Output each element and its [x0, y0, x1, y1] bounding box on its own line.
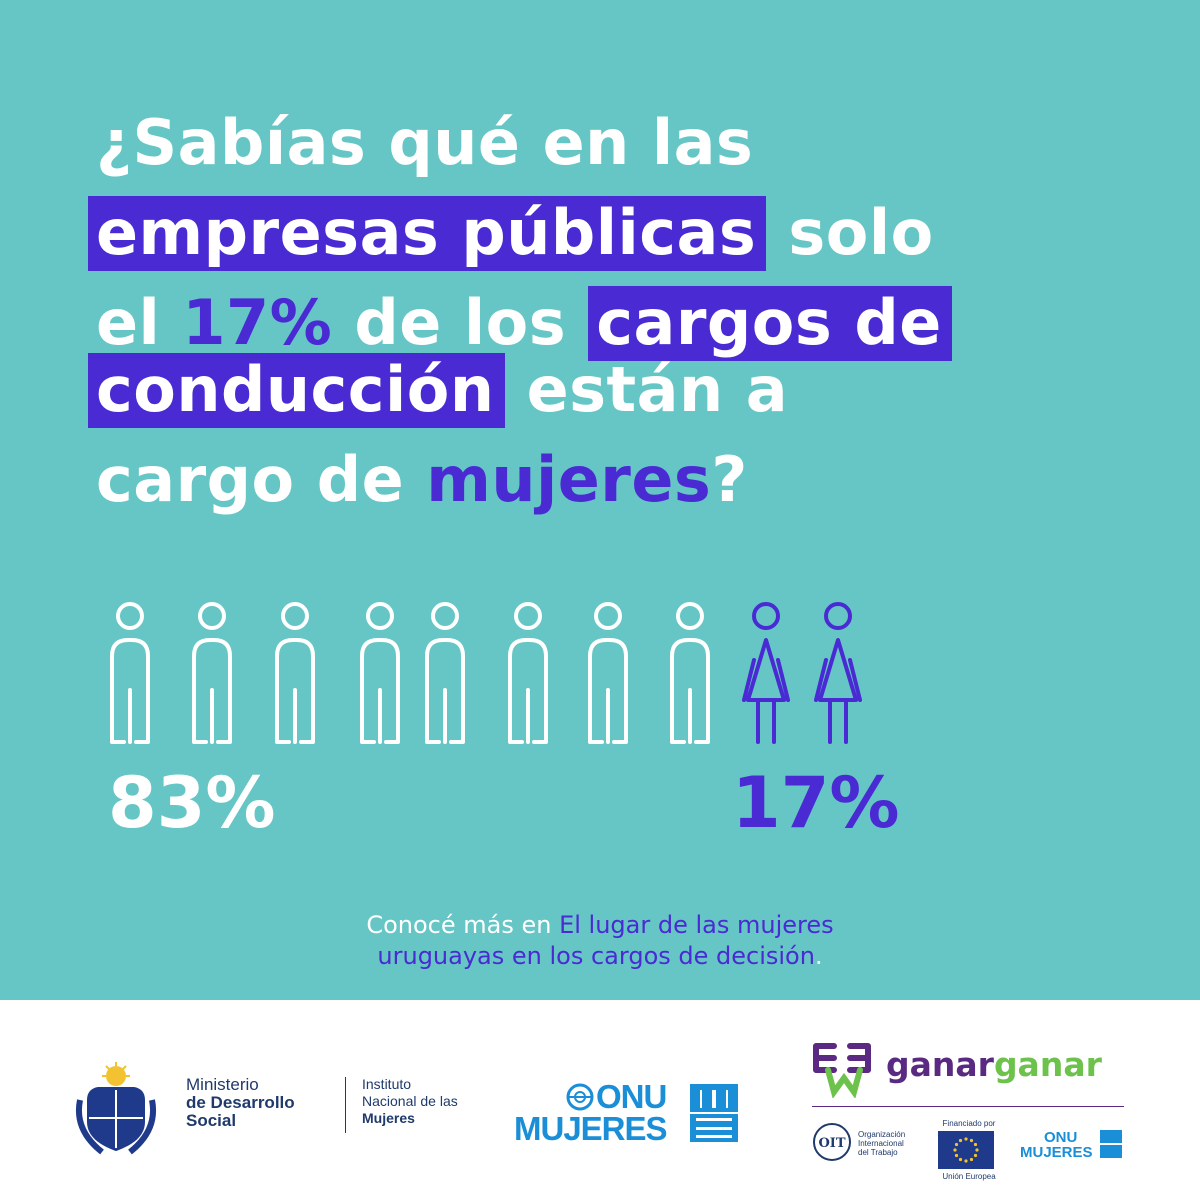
ganarganar-wordmark: ganarganar — [886, 1045, 1102, 1085]
accent-mujeres: mujeres — [426, 443, 712, 516]
people-pictogram — [110, 602, 862, 744]
ganarganar-symbol-icon — [813, 1043, 871, 1098]
headline-text: solo — [766, 196, 934, 269]
man-icon — [275, 602, 315, 744]
logo-divider — [345, 1077, 346, 1133]
footer-logos-bar — [0, 1000, 1200, 1200]
inmujeres-line-1: Instituto — [362, 1076, 412, 1092]
eu-flag-icon — [938, 1131, 994, 1169]
headline-text: ? — [711, 443, 748, 516]
man-icon — [110, 602, 150, 744]
onu-mujeres-symbol-icon — [690, 1084, 738, 1142]
eu-star-icon — [954, 1142, 959, 1147]
eu-star-icon — [953, 1148, 957, 1152]
man-icon — [508, 602, 548, 744]
eu-star-icon — [973, 1153, 978, 1158]
woman-icon — [742, 602, 790, 744]
eu-star-icon — [964, 1159, 968, 1163]
headline-text: están a — [504, 353, 789, 426]
headline-line-1: ¿Sabías qué en las — [96, 112, 753, 174]
oit-line-2: Internacional — [858, 1139, 904, 1148]
ganar-first: ganar — [886, 1045, 994, 1084]
svg-text:OIT: OIT — [818, 1136, 845, 1151]
un-emblem-icon — [566, 1083, 594, 1111]
eu-star-icon — [964, 1137, 968, 1141]
mides-name: Ministerio de Desarrollo Social — [186, 1076, 295, 1130]
ganar-second: ganar — [993, 1045, 1102, 1084]
man-icon — [588, 602, 628, 744]
more-info-suffix: . — [814, 942, 823, 970]
highlight-conduccion: conducción — [88, 353, 505, 428]
headline-line-4: conducción están a — [88, 353, 788, 428]
eu-bottom-text: Unión Europea — [942, 1172, 996, 1181]
more-info-text: Conocé más en El lugar de las mujeres ur… — [250, 910, 950, 972]
mujeres-text: MUJERES — [514, 1110, 668, 1147]
headline-line-2: empresas públicas solo — [88, 196, 934, 271]
onu-small-line-2: MUJERES — [1020, 1144, 1093, 1161]
onu-mujeres-small-symbol-icon — [1100, 1130, 1122, 1158]
inmujeres-line-3: Mujeres — [362, 1110, 415, 1126]
accent-17-percent: 17% — [182, 286, 333, 359]
woman-icon — [814, 602, 862, 744]
man-icon — [425, 602, 465, 744]
highlight-cargos-de: cargos de — [588, 286, 952, 361]
inmujeres-name: Instituto Nacional de las Mujeres — [362, 1076, 458, 1127]
men-percentage: 83% — [108, 762, 276, 844]
headline-text: el — [96, 286, 183, 359]
eu-star-icon — [973, 1142, 978, 1147]
partners-divider — [812, 1106, 1124, 1107]
mides-line-1: Ministerio — [186, 1075, 259, 1094]
women-percentage: 17% — [732, 762, 900, 844]
eu-star-icon — [954, 1153, 959, 1158]
onu-text: ONU — [596, 1078, 667, 1115]
uruguay-coat-of-arms-icon — [76, 1062, 156, 1155]
oit-line-1: Organización — [858, 1130, 906, 1139]
eu-star-icon — [969, 1138, 974, 1143]
man-icon — [192, 602, 232, 744]
more-info-prefix: Conocé más en — [366, 911, 560, 939]
onu-mujeres-small-logo: ONU MUJERES — [1020, 1130, 1093, 1160]
eu-top-text: Financiado por — [942, 1119, 996, 1128]
mides-line-3: Social — [186, 1111, 237, 1130]
oit-line-3: del Trabajo — [858, 1148, 898, 1157]
man-icon — [670, 602, 710, 744]
headline-text: de los — [332, 286, 589, 359]
oit-name: Organización Internacional del Trabajo — [858, 1130, 905, 1157]
report-link[interactable]: El lugar de las mujeres — [559, 911, 834, 939]
report-link-continued[interactable]: uruguayas en los cargos de decisión — [377, 942, 815, 970]
eu-star-icon — [958, 1157, 963, 1162]
eu-star-icon — [969, 1157, 974, 1162]
mides-line-2: de Desarrollo — [186, 1093, 295, 1112]
headline-text: ¿Sabías qué en las — [96, 106, 754, 179]
headline-text: cargo de — [96, 443, 427, 516]
man-icon — [360, 602, 400, 744]
headline-line-5: cargo de mujeres? — [96, 449, 748, 511]
eu-star-icon — [958, 1138, 963, 1143]
headline-line-3: el 17% de los cargos de — [96, 286, 952, 361]
onu-small-line-1: ONU — [1044, 1129, 1078, 1146]
eu-star-icon — [975, 1148, 979, 1152]
inmujeres-line-2: Nacional de las — [362, 1093, 458, 1109]
oit-logo-icon: OIT — [813, 1123, 851, 1161]
highlight-empresas-publicas: empresas públicas — [88, 196, 767, 271]
